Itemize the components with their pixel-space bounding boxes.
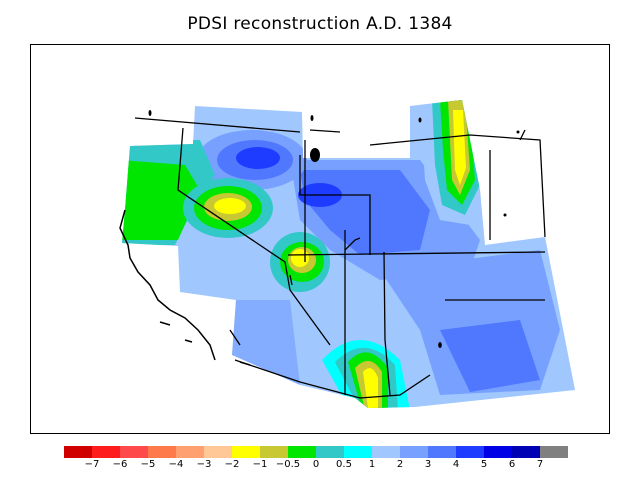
- colorbar-swatch: #0000b4: [512, 446, 540, 458]
- colorbar-swatch: #ff7a4a: [148, 446, 176, 458]
- colorbar-tick-label: −2: [224, 459, 240, 470]
- colorbar-swatch: #ff1c1c: [92, 446, 120, 458]
- lake-marker-6: [516, 130, 520, 134]
- colorbar-swatch: #0000e6: [484, 446, 512, 458]
- colorbar-labels: −7 −6 −5 −4 −3 −2 −1 −0.5 0 0.5 1 2 3 4 5 6 7: [0, 459, 640, 475]
- ut-wy-border: [299, 155, 371, 255]
- dakota-border: [519, 129, 526, 141]
- colorbar-swatch: #d10000: [64, 446, 92, 458]
- mexico-border: [234, 359, 431, 399]
- colorbar-swatch: #c8c832: [260, 446, 288, 458]
- coastline: [119, 209, 251, 366]
- lake-marker-2: [310, 115, 314, 121]
- pacific-coast: [119, 209, 216, 361]
- colorbar-tick-label: −5: [140, 459, 156, 470]
- southeast-wet-zone: [440, 320, 540, 392]
- river-1: [344, 237, 361, 251]
- utah-dry-core: [291, 249, 309, 267]
- colorbar-swatch: #ffa070: [176, 446, 204, 458]
- colorbar-swatch: #5078ff: [428, 446, 456, 458]
- wy-northern-border: [369, 134, 546, 238]
- lake-marker-4: [438, 342, 442, 348]
- northwest-green-zone: [122, 160, 200, 240]
- colorbar-swatch: #808080: [540, 446, 568, 458]
- lakes: [148, 110, 520, 348]
- ut-co-southern-border: [287, 251, 546, 256]
- colorbar: #d10000#ff1c1c#ff4a4a#ff7a4a#ffa070#ffc8…: [64, 446, 568, 458]
- baja-coast-fragment: [239, 361, 251, 366]
- river-3: [229, 329, 241, 346]
- colorbar-tick-label: −3: [196, 459, 212, 470]
- colorbar-swatch: #00ffff: [344, 446, 372, 458]
- colorbar-tick-label: 1: [368, 459, 376, 470]
- channel-island-1: [159, 321, 171, 326]
- colorbar-swatch: #1e3cff: [456, 446, 484, 458]
- nevada-dry-core: [214, 198, 246, 214]
- lake-marker-3: [418, 117, 422, 123]
- colorbar-tick-label: 2: [396, 459, 404, 470]
- map-title: PDSI reconstruction A.D. 1384: [187, 14, 453, 34]
- state-boundaries: [134, 117, 546, 399]
- colorbar-tick-label: 4: [452, 459, 460, 470]
- colorbar-swatch: #ff4a4a: [120, 446, 148, 458]
- colorbar-tick-label: 0.5: [336, 459, 352, 470]
- northern-wet-core: [236, 147, 280, 169]
- colorbar-tick-label: 3: [424, 459, 432, 470]
- colorbar-swatch: #a0c8ff: [372, 446, 400, 458]
- colorbar-tick-label: 5: [480, 459, 488, 470]
- channel-island-2: [184, 339, 193, 343]
- northeast-dry-core: [453, 110, 466, 185]
- great-salt-lake: [310, 148, 320, 162]
- colorbar-tick-label: 0: [312, 459, 320, 470]
- north-border: [134, 117, 301, 133]
- colorbar-swatch: #78a0ff: [400, 446, 428, 458]
- colorbar-tick-label: −6: [112, 459, 128, 470]
- colorbar-swatch: #ffc896: [204, 446, 232, 458]
- rivers: [229, 237, 361, 346]
- colorbar-tick-label: −1: [252, 459, 268, 470]
- lake-marker-1: [148, 110, 152, 116]
- colorbar-tick-label: 7: [536, 459, 544, 470]
- colorbar-tick-label: 6: [508, 459, 516, 470]
- colorbar-swatch: #32c8c8: [316, 446, 344, 458]
- colorbar-tick-label: −7: [84, 459, 100, 470]
- colorbar-swatch: #00e600: [288, 446, 316, 458]
- river-2: [289, 274, 293, 286]
- colorbar-tick-label: −0.5: [275, 459, 301, 470]
- colorbar-swatch: #ffff00: [232, 446, 260, 458]
- southwest-moderate-zone: [232, 300, 300, 385]
- ca-nv-border: [177, 127, 331, 346]
- co-nm-border: [383, 251, 391, 396]
- mt-border: [309, 129, 341, 133]
- colorbar-tick-label: −4: [168, 459, 184, 470]
- lake-marker-5: [503, 213, 507, 217]
